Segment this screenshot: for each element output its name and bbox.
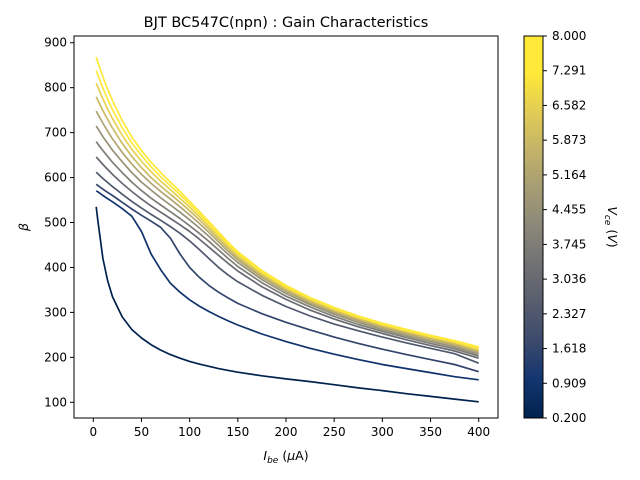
- series-line-11: [95, 70, 479, 350]
- colorbar-label: Vce (V): [602, 206, 620, 247]
- colorbar-tick-label: 4.455: [552, 203, 586, 217]
- series-line-2: [95, 190, 479, 381]
- y-tick-label: 900: [44, 36, 67, 50]
- y-tick-label: 500: [44, 216, 67, 230]
- colorbar-tick-label: 3.745: [552, 237, 586, 251]
- y-tick-label: 700: [44, 126, 67, 140]
- series-line-7: [95, 125, 479, 356]
- y-tick-label: 100: [44, 395, 67, 409]
- colorbar-tick-label: 7.291: [552, 64, 586, 78]
- series-line-8: [95, 110, 479, 354]
- x-tick-label: 250: [323, 425, 346, 439]
- series-layer: [95, 56, 480, 403]
- y-tick-label: 400: [44, 260, 67, 274]
- x-axis-label: Ibe (μA): [263, 448, 308, 466]
- y-axis-label: β: [16, 223, 31, 232]
- series-line-4: [95, 171, 480, 364]
- series-line-6: [95, 141, 479, 357]
- colorbar-ticks: 0.200 0.909 1.618 2.327 3.036 3.745 4.455 5.164…: [543, 29, 586, 425]
- series-line-12: [95, 56, 479, 348]
- colorbar-tick-label: 5.164: [552, 168, 586, 182]
- colorbar-tick-label: 8.000: [552, 29, 586, 43]
- colorbar-tick-label: 0.200: [552, 411, 586, 425]
- colorbar-tick-label: 6.582: [552, 98, 586, 112]
- colorbar: [523, 35, 544, 419]
- chart-title: BJT BC547C(npn) : Gain Characteristics: [144, 15, 429, 31]
- colorbar-tick-label: 2.327: [552, 307, 586, 321]
- colorbar-tick-label: 3.036: [552, 272, 586, 286]
- x-tick-label: 0: [89, 425, 97, 439]
- series-line-1: [95, 206, 479, 403]
- y-tick-label: 200: [44, 350, 67, 364]
- x-tick-label: 200: [275, 425, 298, 439]
- series-line-5: [95, 156, 479, 360]
- x-tick-label: 50: [134, 425, 149, 439]
- x-tick-label: 400: [467, 425, 490, 439]
- x-tick-label: 150: [226, 425, 249, 439]
- colorbar-tick-label: 0.909: [552, 376, 586, 390]
- x-axis: 0 50 100 150 200 250 300 350 400: [89, 418, 490, 439]
- y-tick-label: 800: [44, 81, 67, 95]
- series-line-10: [95, 82, 479, 351]
- y-tick-label: 600: [44, 171, 67, 185]
- x-tick-label: 100: [178, 425, 201, 439]
- colorbar-tick-label: 5.873: [552, 133, 586, 147]
- y-tick-label: 300: [44, 305, 67, 319]
- x-tick-label: 350: [419, 425, 442, 439]
- colorbar-tick-label: 1.618: [552, 342, 586, 356]
- series-line-9: [95, 96, 479, 352]
- x-tick-label: 300: [371, 425, 394, 439]
- series-line-3: [95, 183, 479, 373]
- y-axis: 100 200 300 400 500 600 700 800 900: [44, 36, 74, 409]
